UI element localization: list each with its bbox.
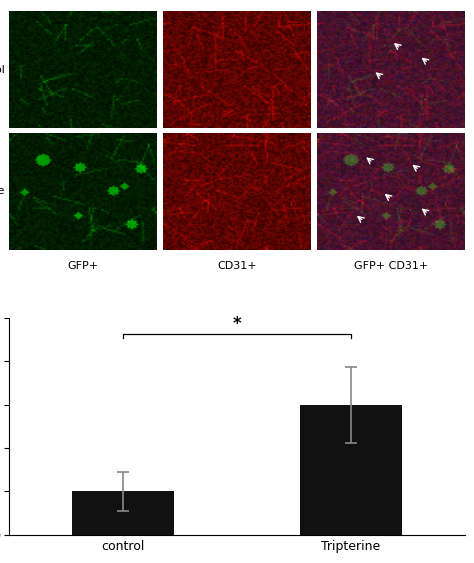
Bar [72, 491, 174, 535]
Text: GFP+ CD31+: GFP+ CD31+ [354, 261, 428, 271]
Text: AS control: AS control [0, 65, 5, 75]
Text: CD31+: CD31+ [217, 261, 257, 271]
Bar [300, 405, 402, 535]
Text: GFP+: GFP+ [68, 261, 99, 271]
Text: *: * [233, 315, 241, 333]
Text: AS tripterine: AS tripterine [0, 186, 5, 196]
